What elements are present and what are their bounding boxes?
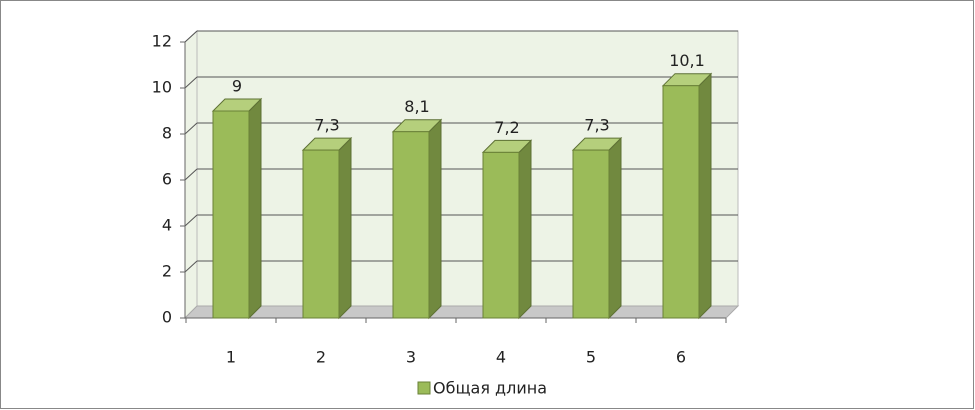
bar-front [572, 149, 610, 319]
x-tick-label: 2 [316, 348, 326, 367]
y-tick-label: 2 [162, 262, 172, 281]
value-label: 7,3 [584, 116, 609, 135]
legend-label: Общая длина [433, 379, 547, 398]
bar-front [392, 131, 430, 319]
x-tick-label: 1 [226, 348, 236, 367]
grid-line [184, 122, 738, 135]
grid-line [184, 260, 738, 273]
bar [301, 136, 353, 320]
x-tick-label: 5 [586, 348, 596, 367]
value-label: 9 [232, 77, 242, 96]
bar-side [428, 118, 442, 320]
bar-front [662, 85, 700, 319]
y-tick-label: 12 [152, 32, 172, 51]
bar-front [302, 149, 340, 319]
y-tick-label: 8 [162, 124, 172, 143]
grid-side [184, 76, 198, 89]
grid-line [184, 168, 738, 181]
value-label: 10,1 [669, 51, 705, 70]
bar-side [518, 139, 532, 320]
bar [571, 136, 623, 320]
value-label: 7,2 [494, 118, 519, 137]
bar-side [248, 97, 262, 320]
grid-line [184, 30, 738, 43]
floor [183, 305, 740, 319]
grid-line [184, 214, 738, 227]
grid-side [184, 122, 198, 135]
bar-side [338, 136, 352, 320]
y-tick-label: 6 [162, 170, 172, 189]
y-tick-label: 0 [162, 308, 172, 327]
bar [481, 139, 533, 320]
bar [391, 118, 443, 320]
grid-side [184, 214, 198, 227]
legend-swatch [417, 381, 431, 395]
bar-front [482, 151, 520, 319]
bar [211, 97, 263, 320]
bar-side [608, 136, 622, 320]
grid-side [184, 260, 198, 273]
grid-side [184, 30, 198, 43]
bar-side [698, 72, 712, 320]
x-tick-label: 3 [406, 348, 416, 367]
grid-line [184, 76, 738, 89]
bar-front [212, 110, 250, 319]
value-label: 7,3 [314, 116, 339, 135]
value-label: 8,1 [404, 97, 429, 116]
y-tick-label: 4 [162, 216, 172, 235]
grid-side [184, 168, 198, 181]
x-tick-label: 4 [496, 348, 506, 367]
x-tick-label: 6 [676, 348, 686, 367]
bar [661, 72, 713, 320]
y-tick-label: 10 [152, 78, 172, 97]
